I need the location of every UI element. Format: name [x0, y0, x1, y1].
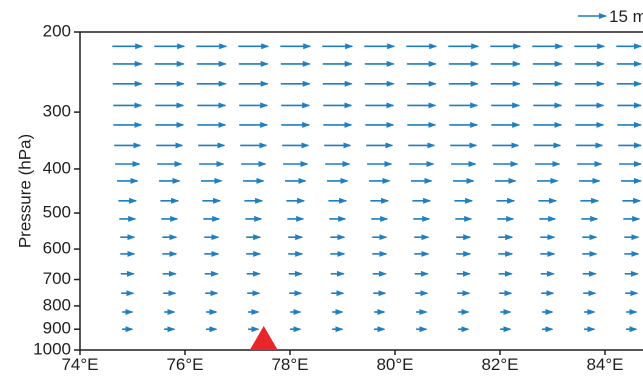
- y-tick-label: 800: [43, 295, 71, 314]
- y-tick-label: 1000: [33, 339, 71, 358]
- reference-legend: 15 ms-1: [578, 7, 643, 26]
- x-axis: 74°E 76°E 78°E 80°E 82°E 84°E: [61, 350, 624, 374]
- y-tick-label: 500: [43, 203, 71, 222]
- x-tick-label: 84°E: [586, 355, 623, 374]
- x-tick-label: 80°E: [376, 355, 413, 374]
- y-tick-label: 700: [43, 269, 71, 288]
- y-tick-label: 300: [43, 102, 71, 121]
- wind-vectors: [112, 43, 642, 333]
- x-tick-label: 78°E: [271, 355, 308, 374]
- y-tick-label: 900: [43, 319, 71, 338]
- x-tick-label: 82°E: [481, 355, 518, 374]
- y-axis-title: Pressure (hPa): [15, 134, 34, 248]
- location-marker-triangle: [249, 326, 278, 350]
- legend-label-base: 15 ms: [609, 7, 643, 26]
- plot-frame: [79, 31, 643, 351]
- y-tick-label: 400: [43, 158, 71, 177]
- x-tick-label: 76°E: [166, 355, 203, 374]
- legend-label: 15 ms-1: [609, 7, 643, 26]
- y-tick-label: 200: [43, 21, 71, 40]
- x-tick-label: 74°E: [61, 355, 98, 374]
- y-tick-label: 600: [43, 239, 71, 258]
